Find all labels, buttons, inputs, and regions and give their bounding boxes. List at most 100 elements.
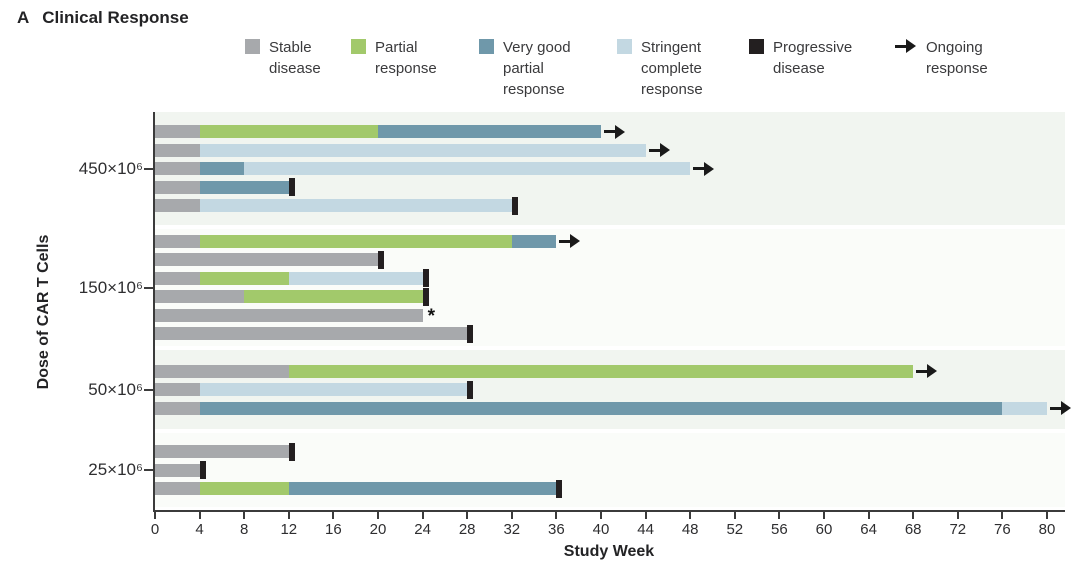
x-tick-label: 24 xyxy=(414,521,431,538)
ongoing-arrow-icon xyxy=(895,39,917,53)
legend-label-ongoing: Ongoing response xyxy=(926,39,988,77)
bar-segment-vgpr xyxy=(199,180,289,194)
bar-segment-partial xyxy=(288,364,914,378)
legend-label-vgpr: Very good partial response xyxy=(503,39,571,98)
legend-swatch-vgpr xyxy=(479,39,494,54)
progressive-disease-marker xyxy=(199,461,206,479)
ongoing-arrow-icon xyxy=(1049,401,1072,415)
dose-axis-label: 25×10⁶ xyxy=(88,460,143,479)
x-tick-label: 12 xyxy=(280,521,298,538)
progressive-disease-marker xyxy=(467,324,474,343)
patient-bar xyxy=(155,196,518,215)
ongoing-arrow-icon xyxy=(693,161,715,176)
progressive-disease-marker xyxy=(511,196,518,215)
dose-group-band: * xyxy=(155,229,1065,346)
bar-segment-stable xyxy=(155,253,378,267)
patient-row xyxy=(155,122,1065,141)
x-tick-label: 64 xyxy=(860,521,877,538)
x-axis-tick xyxy=(956,512,959,519)
bar-segment-stable xyxy=(155,327,468,341)
x-tick-label: 40 xyxy=(592,521,610,538)
bar-segment-partial xyxy=(199,125,378,138)
legend-item-ongoing: Ongoing response xyxy=(895,37,1006,100)
bar-segment-vgpr xyxy=(288,482,557,495)
patient-bar xyxy=(155,324,474,343)
bar-segment-partial xyxy=(244,290,423,304)
x-axis-tick xyxy=(555,512,558,519)
x-axis-tick xyxy=(243,512,246,519)
patient-bar xyxy=(155,143,671,157)
progressive-disease-marker xyxy=(288,442,295,461)
bar-segment-vgpr xyxy=(511,234,557,248)
progressive-disease-marker xyxy=(422,269,429,288)
x-tick-label: 56 xyxy=(771,521,788,538)
legend-item-stable: Stable disease xyxy=(245,37,321,100)
patient-bar xyxy=(155,479,563,498)
bar-segment-scr xyxy=(199,143,646,157)
x-axis-tick xyxy=(377,512,379,519)
bar-segment-partial xyxy=(199,271,289,285)
x-axis-title: Study Week xyxy=(563,543,655,560)
x-axis-tick xyxy=(600,512,602,519)
patient-bar xyxy=(155,250,384,269)
x-axis-tick xyxy=(332,512,335,519)
bar-segment-partial xyxy=(199,482,289,495)
bar-segment-vgpr xyxy=(199,401,1003,415)
patient-bar xyxy=(155,234,581,249)
x-tick-label: 32 xyxy=(503,521,521,538)
patient-row xyxy=(155,324,1065,344)
x-tick-label: 76 xyxy=(994,521,1011,538)
x-tick-label: 16 xyxy=(325,521,342,538)
x-tick-label: 28 xyxy=(458,521,476,538)
progressive-disease-marker xyxy=(556,479,563,498)
legend: Stable disease Partial response Very good … xyxy=(245,37,1006,100)
patient-bar xyxy=(155,124,626,139)
bar-segment-stable xyxy=(155,401,200,415)
bar-segment-scr xyxy=(199,383,468,396)
patient-bar xyxy=(155,364,938,378)
y-axis-tick xyxy=(144,469,153,471)
y-axis-title: Dose of CAR T Cells xyxy=(35,234,52,390)
x-axis-line xyxy=(153,510,1065,512)
bar-area: * xyxy=(155,112,1071,507)
bar-segment-partial xyxy=(199,234,512,248)
x-axis-tick xyxy=(466,512,469,519)
ongoing-arrow-icon xyxy=(603,124,626,139)
dose-group-band xyxy=(155,112,1065,225)
patient-row xyxy=(155,362,1065,381)
y-axis-line xyxy=(153,112,155,512)
dose-axis-label: 50×10⁶ xyxy=(88,379,143,399)
legend-swatch-scr xyxy=(617,39,632,54)
panel-letter: A xyxy=(17,8,30,27)
progressive-disease-marker xyxy=(288,178,295,196)
x-tick-label: 36 xyxy=(548,521,565,538)
panel-title: A Clinical Response xyxy=(17,8,189,28)
patient-bar xyxy=(155,401,1072,415)
ongoing-arrow-icon xyxy=(648,143,671,157)
bar-segment-stable xyxy=(155,271,200,285)
legend-label-scr: Stringent complete response xyxy=(641,39,703,98)
progressive-disease-marker xyxy=(378,250,384,269)
x-axis-tick xyxy=(689,512,692,519)
patient-row xyxy=(155,232,1065,251)
bar-segment-scr xyxy=(288,271,423,285)
bar-segment-stable xyxy=(155,445,289,458)
bar-segment-stable xyxy=(155,482,200,495)
x-tick-label: 72 xyxy=(949,521,967,538)
patient-row xyxy=(155,287,1065,307)
x-axis-tick xyxy=(1046,512,1048,519)
dose-group-band xyxy=(155,433,1065,507)
patient-row xyxy=(155,141,1065,160)
x-tick-label: 4 xyxy=(195,521,204,538)
asterisk-marker: * xyxy=(427,306,435,328)
bar-segment-scr xyxy=(244,162,691,175)
patient-bar xyxy=(155,178,295,196)
x-axis-tick xyxy=(867,512,870,519)
patient-row: * xyxy=(155,306,1065,328)
x-tick-label: 8 xyxy=(240,521,249,538)
bar-segment-stable xyxy=(155,125,200,138)
x-tick-label: 20 xyxy=(369,521,387,538)
patient-bar xyxy=(155,269,429,288)
patient-bar xyxy=(155,380,474,399)
